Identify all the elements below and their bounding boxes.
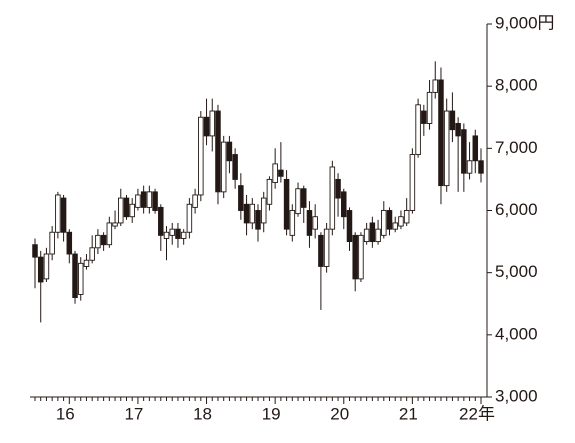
candle-body bbox=[152, 191, 158, 211]
candle-body bbox=[472, 135, 479, 162]
candle-body bbox=[32, 244, 38, 258]
candle-body bbox=[352, 234, 358, 280]
candle-body bbox=[386, 210, 393, 230]
candle-body bbox=[283, 178, 290, 230]
candle-body bbox=[358, 234, 364, 280]
candle-body bbox=[135, 194, 141, 208]
candle-body bbox=[335, 178, 341, 199]
candle-body bbox=[106, 222, 113, 246]
candle-body bbox=[255, 210, 261, 230]
candle-body bbox=[421, 110, 427, 124]
candle-body bbox=[341, 191, 347, 218]
candle-body bbox=[186, 203, 193, 233]
candle-body bbox=[37, 256, 44, 283]
candle-body bbox=[123, 197, 130, 218]
candle-body bbox=[260, 197, 267, 224]
candle-body bbox=[169, 228, 175, 236]
candle-body bbox=[449, 110, 456, 131]
candle-body bbox=[163, 231, 170, 239]
candle-body bbox=[158, 206, 164, 236]
candle-body bbox=[409, 154, 416, 211]
candle-body bbox=[209, 110, 216, 137]
candle-body bbox=[369, 222, 376, 243]
candle-body bbox=[312, 216, 318, 230]
candle-body bbox=[89, 247, 95, 261]
candle-body bbox=[329, 166, 336, 230]
candle-body bbox=[346, 210, 353, 243]
candle-body bbox=[220, 141, 227, 193]
candle-body bbox=[323, 228, 330, 267]
candle-body bbox=[438, 79, 444, 187]
candle-body bbox=[381, 210, 387, 236]
candle-body bbox=[226, 141, 233, 162]
candle-body bbox=[118, 197, 124, 224]
candle-body bbox=[129, 203, 135, 218]
y-tick-label: 6,000 bbox=[495, 200, 538, 219]
candle-body bbox=[55, 194, 61, 233]
candle-body bbox=[375, 228, 381, 243]
x-tick-label: 18 bbox=[193, 404, 212, 423]
candle-body bbox=[432, 79, 439, 93]
candle-body bbox=[232, 154, 238, 180]
candle-body bbox=[203, 116, 210, 137]
y-tick-label: 7,000 bbox=[495, 138, 538, 157]
candle-body bbox=[192, 194, 198, 208]
x-tick-label: 20 bbox=[330, 404, 349, 423]
candle-body bbox=[66, 231, 73, 255]
x-tick-label: 22年 bbox=[459, 404, 495, 423]
candle-body bbox=[100, 234, 107, 246]
candle-body bbox=[243, 203, 250, 224]
candle-body bbox=[392, 222, 398, 230]
candle-body bbox=[461, 129, 467, 174]
candle-body bbox=[415, 104, 421, 155]
candle-body bbox=[198, 116, 204, 196]
candle-body bbox=[249, 203, 256, 224]
x-tick-label: 16 bbox=[56, 404, 75, 423]
candle-body bbox=[443, 110, 450, 187]
candle-body bbox=[43, 253, 50, 280]
candle-body bbox=[272, 163, 278, 183]
y-tick-label: 9,000円 bbox=[495, 13, 555, 32]
candle-body bbox=[300, 188, 307, 208]
candle-body bbox=[215, 110, 221, 193]
candle-body bbox=[72, 253, 78, 298]
candle-body bbox=[478, 160, 484, 174]
candle-body bbox=[49, 231, 55, 255]
candle-body bbox=[289, 210, 296, 236]
y-tick-label: 3,000 bbox=[495, 386, 538, 405]
y-tick-label: 4,000 bbox=[495, 324, 538, 343]
candle-body bbox=[455, 123, 461, 137]
y-tick-label: 5,000 bbox=[495, 262, 538, 281]
candle-body bbox=[295, 188, 301, 215]
candle-body bbox=[175, 228, 181, 239]
candle-body bbox=[180, 231, 187, 239]
candle-body bbox=[238, 185, 244, 211]
candle-body bbox=[146, 191, 153, 208]
candle-body bbox=[95, 234, 101, 249]
candle-body bbox=[398, 216, 404, 227]
candle-body bbox=[403, 210, 410, 224]
x-tick-label: 19 bbox=[262, 404, 281, 423]
x-tick-label: 21 bbox=[399, 404, 418, 423]
x-tick-label: 17 bbox=[124, 404, 143, 423]
candle-body bbox=[140, 191, 147, 208]
candle-body bbox=[318, 234, 324, 267]
candle-body bbox=[363, 228, 370, 243]
candle-body bbox=[306, 210, 313, 236]
candle-body bbox=[83, 259, 90, 267]
candle-body bbox=[266, 178, 273, 205]
candle-body bbox=[278, 169, 284, 177]
candle-body bbox=[466, 160, 473, 174]
candle-body bbox=[77, 262, 84, 295]
candle-body bbox=[426, 91, 433, 124]
candle-body bbox=[112, 222, 118, 227]
y-tick-label: 8,000 bbox=[495, 76, 538, 95]
candle-body bbox=[60, 197, 67, 233]
